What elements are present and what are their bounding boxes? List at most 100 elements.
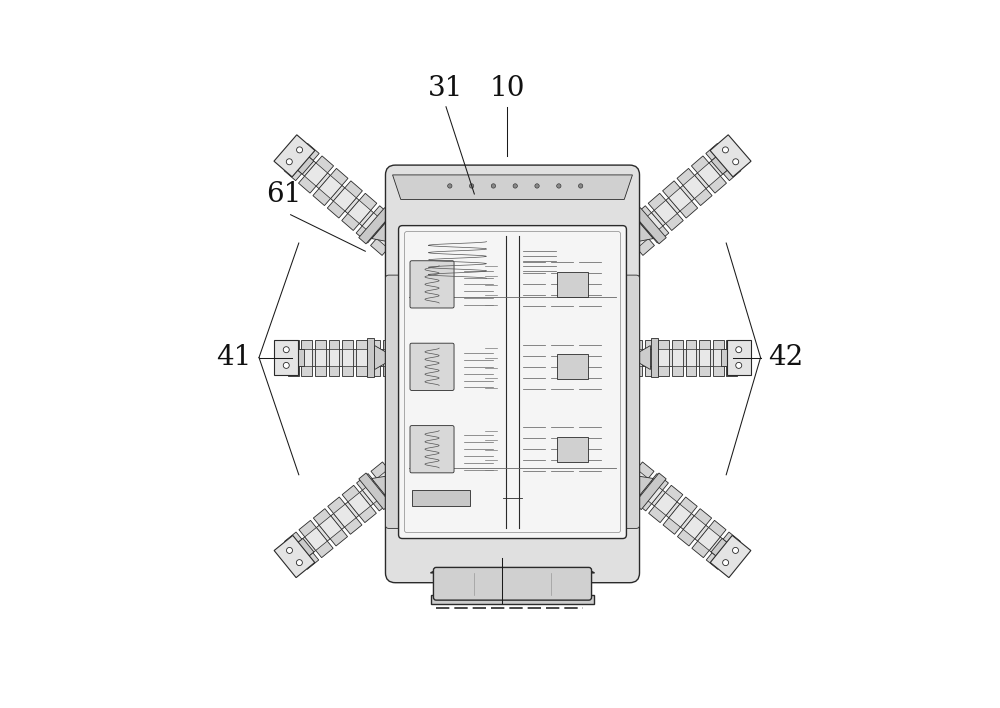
Polygon shape — [369, 340, 380, 375]
Circle shape — [283, 347, 289, 353]
Circle shape — [448, 184, 452, 188]
Polygon shape — [383, 349, 394, 366]
Polygon shape — [319, 176, 342, 198]
Polygon shape — [711, 149, 736, 174]
Polygon shape — [640, 213, 663, 236]
Polygon shape — [315, 340, 326, 375]
Polygon shape — [726, 349, 737, 366]
Polygon shape — [645, 349, 656, 366]
Polygon shape — [315, 349, 326, 366]
Circle shape — [535, 184, 539, 188]
Circle shape — [733, 159, 739, 165]
Polygon shape — [630, 346, 650, 370]
Polygon shape — [633, 207, 666, 244]
Polygon shape — [372, 475, 395, 497]
Polygon shape — [634, 473, 666, 510]
Text: 31: 31 — [428, 76, 464, 103]
Polygon shape — [359, 473, 391, 510]
Polygon shape — [648, 193, 683, 231]
Polygon shape — [375, 346, 395, 370]
Polygon shape — [290, 539, 313, 562]
Circle shape — [469, 184, 474, 188]
Polygon shape — [630, 475, 653, 497]
Polygon shape — [285, 532, 319, 569]
FancyBboxPatch shape — [385, 165, 640, 583]
Text: 42: 42 — [768, 344, 803, 371]
Text: 10: 10 — [489, 76, 525, 103]
Polygon shape — [299, 520, 333, 558]
Polygon shape — [699, 349, 710, 366]
Circle shape — [283, 362, 289, 368]
Circle shape — [557, 184, 561, 188]
Polygon shape — [289, 149, 314, 174]
FancyBboxPatch shape — [410, 343, 454, 390]
Polygon shape — [686, 340, 696, 375]
Circle shape — [578, 184, 583, 188]
Polygon shape — [334, 504, 356, 527]
Polygon shape — [645, 340, 656, 375]
Polygon shape — [356, 349, 367, 366]
Polygon shape — [301, 340, 312, 375]
Polygon shape — [359, 207, 392, 244]
Polygon shape — [371, 462, 405, 499]
Bar — [557, 355, 588, 379]
Polygon shape — [274, 135, 315, 177]
Polygon shape — [313, 169, 348, 205]
Polygon shape — [362, 213, 385, 236]
Circle shape — [722, 147, 728, 153]
Polygon shape — [356, 206, 391, 243]
Polygon shape — [329, 340, 339, 375]
Polygon shape — [669, 504, 691, 527]
FancyBboxPatch shape — [433, 567, 592, 600]
Polygon shape — [626, 469, 648, 492]
Polygon shape — [710, 535, 751, 578]
Polygon shape — [654, 493, 677, 515]
FancyBboxPatch shape — [620, 275, 640, 528]
Polygon shape — [327, 181, 362, 218]
Bar — [412, 490, 470, 506]
Polygon shape — [686, 349, 696, 366]
Circle shape — [296, 559, 302, 566]
Circle shape — [736, 347, 742, 353]
Polygon shape — [377, 225, 400, 249]
Polygon shape — [377, 469, 399, 492]
Polygon shape — [329, 349, 339, 366]
Polygon shape — [672, 340, 683, 375]
Polygon shape — [631, 340, 642, 375]
Polygon shape — [658, 349, 669, 366]
Polygon shape — [274, 340, 298, 375]
Polygon shape — [274, 535, 315, 578]
Bar — [431, 595, 594, 604]
Polygon shape — [663, 497, 697, 535]
Circle shape — [297, 147, 303, 153]
Bar — [557, 437, 588, 462]
Polygon shape — [649, 485, 683, 523]
Text: 61: 61 — [266, 181, 301, 207]
Polygon shape — [288, 340, 299, 375]
FancyBboxPatch shape — [410, 426, 454, 473]
Polygon shape — [672, 349, 683, 366]
Polygon shape — [342, 349, 353, 366]
Polygon shape — [342, 340, 353, 375]
Polygon shape — [319, 516, 342, 539]
Polygon shape — [691, 156, 726, 193]
Polygon shape — [727, 340, 751, 375]
Polygon shape — [683, 176, 706, 198]
Text: 41: 41 — [217, 344, 252, 371]
Polygon shape — [726, 340, 737, 375]
FancyBboxPatch shape — [410, 261, 454, 308]
Polygon shape — [356, 340, 367, 375]
Polygon shape — [357, 474, 391, 511]
Polygon shape — [288, 349, 299, 366]
Polygon shape — [290, 151, 313, 173]
Polygon shape — [393, 175, 632, 200]
Polygon shape — [634, 206, 669, 243]
Polygon shape — [711, 538, 736, 564]
Polygon shape — [712, 539, 735, 562]
Polygon shape — [654, 200, 677, 224]
Polygon shape — [697, 163, 720, 186]
Polygon shape — [624, 149, 736, 250]
Polygon shape — [371, 218, 406, 256]
Polygon shape — [362, 481, 385, 503]
Polygon shape — [721, 349, 739, 366]
